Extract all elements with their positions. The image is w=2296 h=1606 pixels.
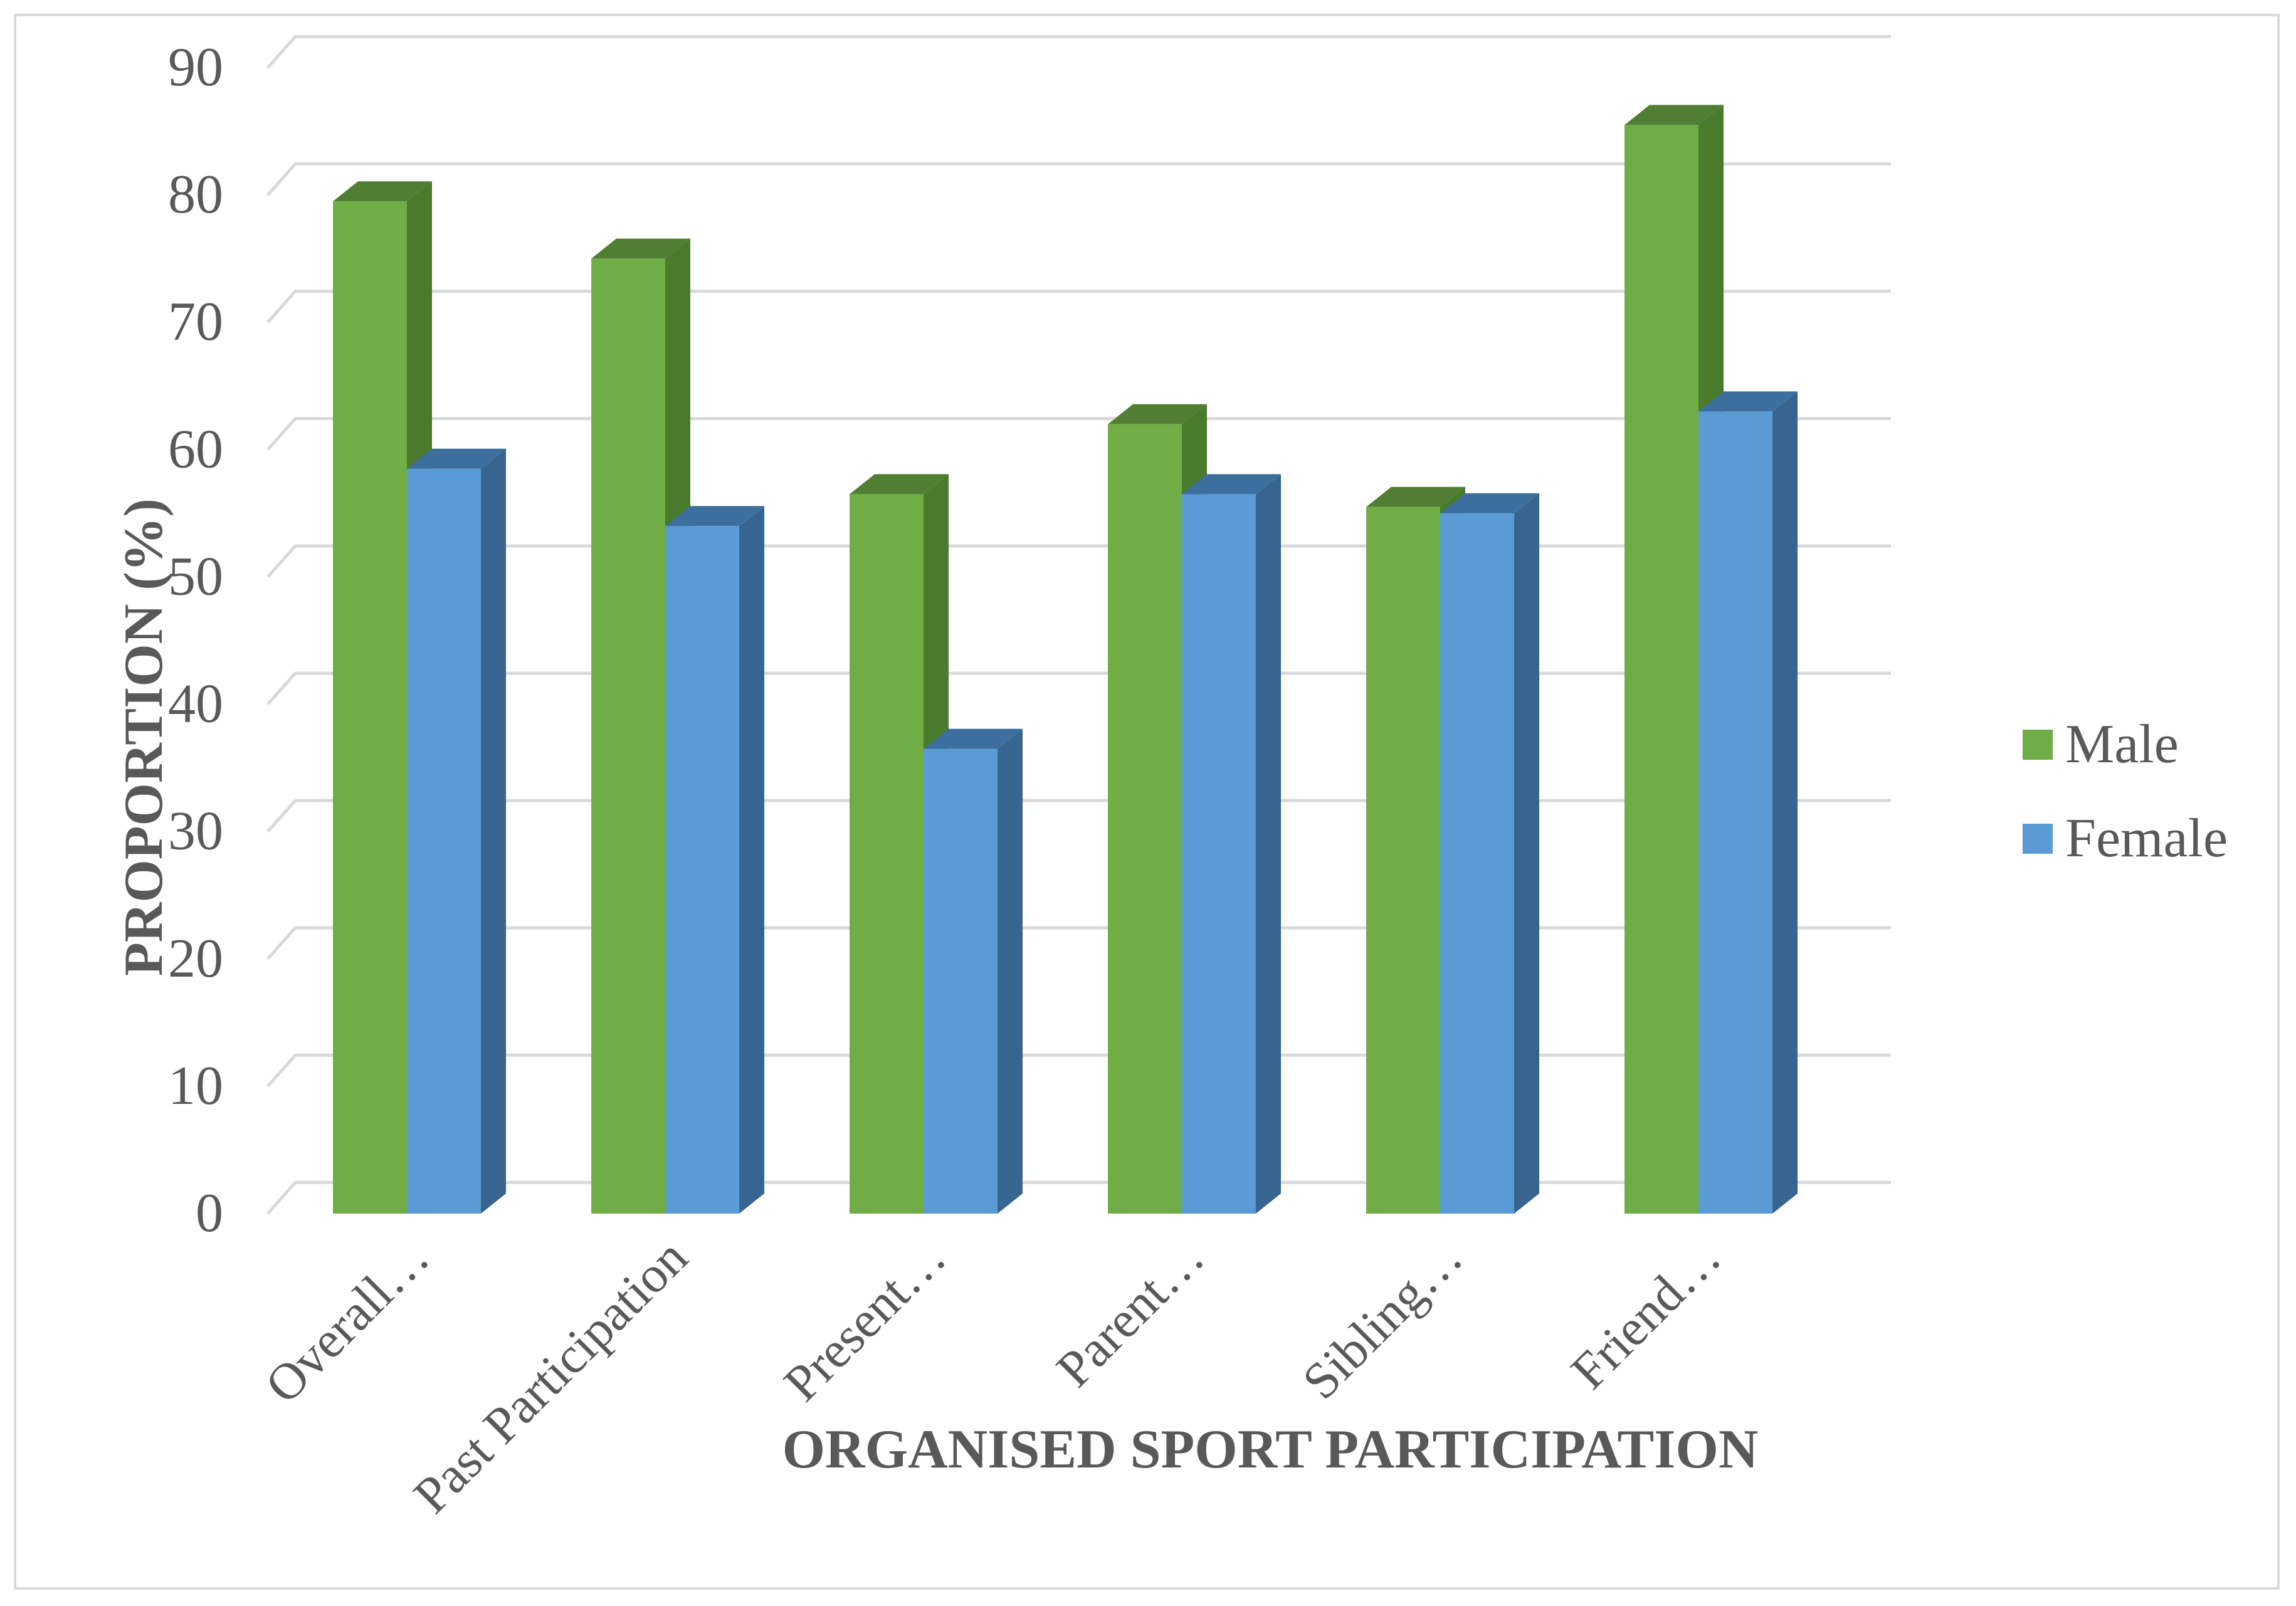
bar-female [1182,474,1281,1214]
gridline [266,1053,1891,1088]
bar-female [665,506,764,1214]
bar-front [1698,411,1772,1214]
y-tick-label: 10 [168,1056,223,1116]
legend-swatch [2023,730,2053,760]
x-axis-title: ORGANISED SPORT PARTICIPATION [782,1419,1759,1480]
gridline [266,671,1891,706]
y-tick-labels: 0 10 20 30 40 50 60 70 80 90 [168,37,223,1244]
bar-top [1698,391,1798,412]
bar-chart: 0 10 20 30 40 50 60 70 80 90 Overall…Past Partici… [113,34,2228,1524]
y-tick-label: 70 [168,291,223,352]
bar-top [407,448,506,469]
bar-top [665,506,764,527]
chart-frame: 0 10 20 30 40 50 60 70 80 90 Overall… Past Partici… [14,14,2280,1590]
x-tick-label: Parent… [1045,1228,1214,1397]
bar-side [998,728,1023,1214]
y-tick-label: 40 [168,674,223,735]
bar-top [1625,105,1724,125]
y-tick-label: 30 [168,801,223,862]
x-tick-label: Sibling… [1292,1228,1473,1410]
bar-female [1440,493,1539,1214]
y-axis-title: PROPORTION (%) [113,498,174,976]
legend-label: Female [2065,808,2228,869]
legend-swatch [2023,824,2053,854]
bars [333,105,1798,1214]
bar-side [1772,391,1798,1214]
bar-side [1514,493,1539,1214]
bar-top [333,181,432,202]
bar-female [1698,391,1798,1214]
bar-front [333,201,407,1214]
gridline [266,417,1891,451]
bar-front [407,468,481,1214]
bar-top [591,238,690,259]
x-tick-label: Past Participation [403,1228,698,1524]
gridline [266,290,1891,323]
gridline [266,1180,1891,1215]
bar-female [407,448,506,1214]
y-tick-label: 20 [168,928,223,989]
bar-front [1108,424,1182,1214]
gridline [266,162,1891,196]
bar-front [1366,506,1440,1214]
bar-side [739,506,764,1214]
bar-front [850,494,924,1214]
x-tick-label: Friend… [1560,1228,1732,1400]
gridline [266,34,1891,69]
y-tick-label: 0 [196,1183,223,1244]
bar-side [1256,474,1281,1214]
y-tick-label: 80 [168,164,223,225]
bar-front [1625,125,1698,1214]
bar-top [1108,404,1207,424]
bar-front [591,258,665,1214]
bar-top [1366,486,1465,507]
bar-front [1182,494,1256,1214]
bar-top [924,728,1023,749]
bar-top [850,474,949,495]
y-tick-label: 50 [168,546,223,607]
gridline [266,926,1891,960]
x-tick-label: Present… [773,1228,957,1412]
y-tick-label: 60 [168,419,223,480]
gridline [266,799,1891,833]
bar-front [665,526,739,1214]
bar-side [481,448,506,1214]
bar-female [924,728,1023,1214]
bar-front [924,748,998,1214]
bar-top [1182,474,1281,495]
legend: Male Female [2023,714,2228,869]
legend-label: Male [2065,714,2179,775]
bar-front [1440,513,1514,1214]
gridline [266,544,1891,579]
y-tick-label: 90 [168,37,223,98]
x-tick-label: Overall… [255,1228,440,1414]
bar-top [1440,493,1539,513]
gridlines [266,34,1891,1215]
